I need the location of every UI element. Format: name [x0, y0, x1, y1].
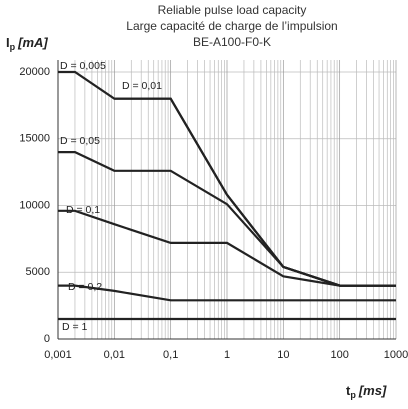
x-tick-label: 0,1 — [163, 349, 178, 361]
series-label: D = 0,005 — [60, 60, 106, 72]
x-tick-label: 1 — [224, 349, 230, 361]
series-line — [58, 151, 396, 287]
series-line — [58, 284, 396, 302]
y-axis-label: Ip [mA] — [6, 35, 48, 52]
x-label-unit: [ms] — [358, 383, 387, 398]
x-label-sub: p — [350, 390, 356, 400]
x-tick-label: 100 — [330, 349, 348, 361]
y-tick-label: 0 — [44, 333, 50, 345]
series-label: D = 0,1 — [66, 204, 100, 216]
chart-subtitle: Large capacité de charge de l’impulsion — [126, 19, 337, 33]
x-tick-label: 1000 — [384, 349, 408, 361]
chart-subtitle: BE-A100-F0-K — [193, 35, 271, 49]
chart-title: Reliable pulse load capacity — [158, 3, 307, 17]
y-tick-label: 15000 — [19, 133, 50, 145]
y-label-symbol: I — [6, 35, 10, 50]
series-label: D = 0,2 — [68, 281, 102, 293]
y-label-sub: p — [10, 42, 16, 52]
y-tick-label: 20000 — [19, 66, 50, 78]
y-tick-label: 10000 — [19, 199, 50, 211]
x-tick-label: 10 — [277, 349, 289, 361]
series-line — [114, 97, 396, 287]
y-label-unit: [mA] — [17, 35, 48, 50]
y-tick-label: 5000 — [26, 266, 50, 278]
x-label-symbol: t — [346, 383, 351, 398]
series-label: D = 0,05 — [60, 135, 100, 147]
x-axis-label: tp [ms] — [346, 383, 387, 400]
x-tick-label: 0,001 — [44, 349, 72, 361]
series-line — [58, 209, 396, 287]
series-label: D = 1 — [62, 321, 88, 333]
x-tick-label: 0,01 — [104, 349, 125, 361]
series-label: D = 0,01 — [122, 80, 162, 92]
